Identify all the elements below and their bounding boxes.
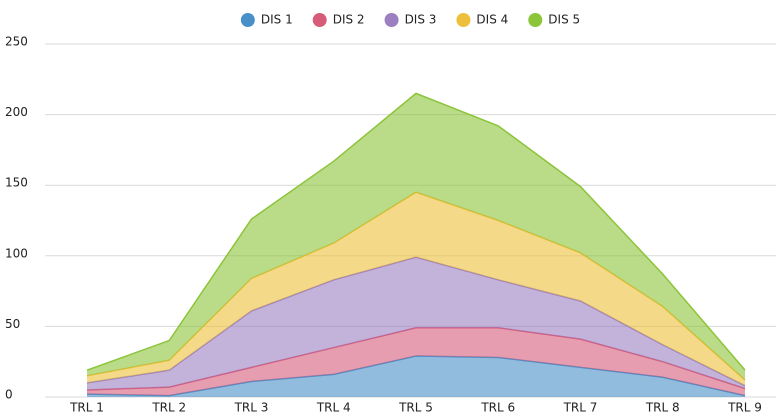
- x-tick-label: TRL 4: [316, 401, 351, 415]
- area: [87, 327, 745, 396]
- legend-item: DIS 1: [240, 13, 293, 27]
- legend-item: DIS 5: [528, 13, 580, 27]
- area: [87, 93, 745, 381]
- y-tick-label: 100: [5, 246, 28, 260]
- x-tick-label: TRL 6: [480, 401, 515, 415]
- legend-label: DIS 1: [261, 13, 293, 27]
- legend-swatch: [528, 13, 543, 27]
- x-tick-label: TRL 5: [398, 401, 433, 415]
- y-tick-label: 0: [5, 388, 13, 402]
- legend-swatch: [384, 13, 399, 27]
- x-tick-label: TRL 1: [69, 401, 104, 415]
- legend-item: DIS 4: [456, 13, 508, 27]
- x-tick-label: TRL 9: [727, 401, 762, 415]
- x-tick-label: TRL 7: [563, 401, 598, 415]
- area: [87, 356, 745, 397]
- area-line: [86, 92, 746, 371]
- legend-label: DIS 4: [476, 13, 508, 27]
- y-tick-label: 200: [5, 105, 28, 119]
- x-tick-label: TRL 3: [234, 401, 269, 415]
- area: [87, 192, 745, 386]
- legend-swatch: [312, 13, 327, 27]
- legend: DIS 1 DIS 2 DIS 3 DIS 4 DIS 5: [240, 13, 580, 27]
- area: [87, 257, 745, 390]
- y-tick-label: 150: [5, 176, 28, 190]
- x-tick-label: TRL 2: [151, 401, 186, 415]
- legend-item: DIS 2: [312, 13, 365, 27]
- legend-label: DIS 2: [333, 13, 365, 27]
- legend-swatch: [456, 13, 471, 27]
- legend-item: DIS 3: [384, 13, 437, 27]
- y-tick-label: 50: [5, 317, 20, 331]
- legend-swatch: [240, 13, 255, 27]
- y-tick-label: 250: [5, 35, 28, 49]
- x-tick-label: TRL 8: [645, 401, 680, 415]
- legend-label: DIS 5: [548, 13, 580, 27]
- legend-label: DIS 3: [405, 13, 437, 27]
